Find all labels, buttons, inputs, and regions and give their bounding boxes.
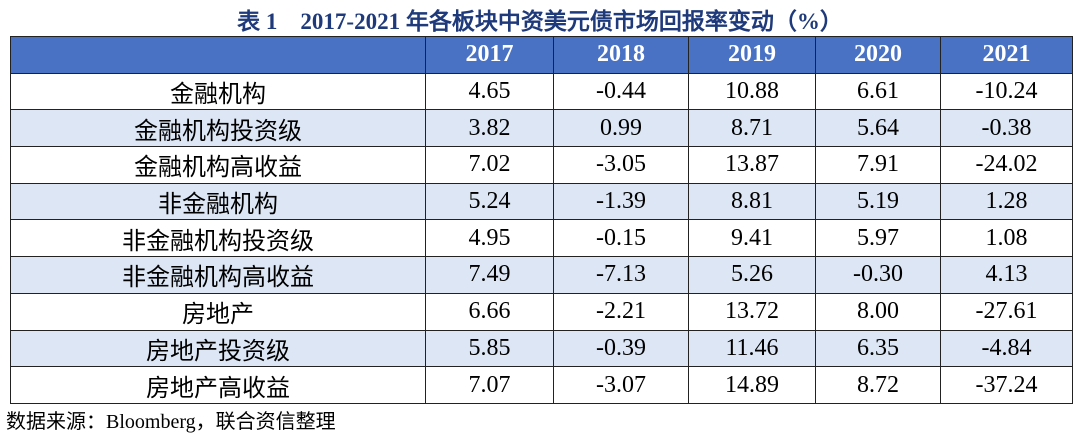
table-row: 非金融机构高收益 7.49 -7.13 5.26 -0.30 4.13 <box>10 256 1073 294</box>
cell: 4.13 <box>940 256 1073 294</box>
table-row: 房地产投资级 5.85 -0.39 11.46 6.35 -4.84 <box>10 329 1073 368</box>
cell: 5.24 <box>425 182 554 221</box>
cell: -3.05 <box>553 146 689 184</box>
cell: -0.39 <box>553 329 689 368</box>
cell: 8.72 <box>815 366 941 404</box>
table-title: 表 1 2017-2021 年各板块中资美元债市场回报率变动（%） <box>237 9 843 34</box>
row-label: 非金融机构投资级 <box>10 219 426 258</box>
cell: 13.87 <box>688 146 816 184</box>
cell: -7.13 <box>553 256 689 294</box>
source-note: 数据来源：Bloomberg，联合资信整理 <box>6 411 336 433</box>
cell: 11.46 <box>688 329 816 368</box>
cell: 7.07 <box>425 366 554 404</box>
cell: 13.72 <box>688 292 816 331</box>
cell: 0.99 <box>553 109 689 148</box>
table-row: 房地产高收益 7.07 -3.07 14.89 8.72 -37.24 <box>10 366 1073 404</box>
table-row: 非金融机构 5.24 -1.39 8.81 5.19 1.28 <box>10 182 1073 221</box>
cell: 10.88 <box>688 72 816 111</box>
cell: 9.41 <box>688 219 816 258</box>
row-label: 金融机构投资级 <box>10 109 426 148</box>
cell: 2018 <box>553 36 689 74</box>
table-row: 金融机构 4.65 -0.44 10.88 6.61 -10.24 <box>10 72 1073 111</box>
cell: 8.81 <box>688 182 816 221</box>
cell: -0.38 <box>940 109 1073 148</box>
cell: -4.84 <box>940 329 1073 368</box>
cell: 3.82 <box>425 109 554 148</box>
table-row: 房地产 6.66 -2.21 13.72 8.00 -27.61 <box>10 292 1073 331</box>
cell: 7.02 <box>425 146 554 184</box>
row-label: 房地产投资级 <box>10 329 426 368</box>
cell: -27.61 <box>940 292 1073 331</box>
cell: 5.19 <box>815 182 941 221</box>
cell: 2021 <box>940 36 1073 74</box>
cell: -2.21 <box>553 292 689 331</box>
cell: -0.30 <box>815 256 941 294</box>
cell: -0.44 <box>553 72 689 111</box>
row-label <box>10 36 426 74</box>
cell: 6.66 <box>425 292 554 331</box>
cell: 4.95 <box>425 219 554 258</box>
cell: 5.64 <box>815 109 941 148</box>
cell: 7.49 <box>425 256 554 294</box>
row-label: 房地产高收益 <box>10 366 426 404</box>
cell: -24.02 <box>940 146 1073 184</box>
cell: 5.26 <box>688 256 816 294</box>
cell: 8.00 <box>815 292 941 331</box>
cell: -10.24 <box>940 72 1073 111</box>
table-row: 金融机构投资级 3.82 0.99 8.71 5.64 -0.38 <box>10 109 1073 148</box>
cell: 2020 <box>815 36 941 74</box>
cell: 5.97 <box>815 219 941 258</box>
table-row: 金融机构高收益 7.02 -3.05 13.87 7.91 -24.02 <box>10 146 1073 184</box>
cell: 5.85 <box>425 329 554 368</box>
cell: 6.61 <box>815 72 941 111</box>
row-label: 非金融机构 <box>10 182 426 221</box>
cell: 14.89 <box>688 366 816 404</box>
table: 2017 2018 2019 2020 2021 金融机构 4.65 -0.44 10.88 6.… <box>10 36 1073 404</box>
cell: -37.24 <box>940 366 1073 404</box>
table-row: 非金融机构投资级 4.95 -0.15 9.41 5.97 1.08 <box>10 219 1073 258</box>
cell: 4.65 <box>425 72 554 111</box>
row-label: 房地产 <box>10 292 426 331</box>
row-label: 金融机构 <box>10 72 426 111</box>
cell: -3.07 <box>553 366 689 404</box>
cell: -0.15 <box>553 219 689 258</box>
cell: 1.08 <box>940 219 1073 258</box>
header-row: 2017 2018 2019 2020 2021 <box>10 36 1073 74</box>
cell: 8.71 <box>688 109 816 148</box>
row-label: 非金融机构高收益 <box>10 256 426 294</box>
row-label: 金融机构高收益 <box>10 146 426 184</box>
cell: 1.28 <box>940 182 1073 221</box>
cell: 6.35 <box>815 329 941 368</box>
cell: 2019 <box>688 36 816 74</box>
cell: -1.39 <box>553 182 689 221</box>
cell: 2017 <box>425 36 554 74</box>
cell: 7.91 <box>815 146 941 184</box>
